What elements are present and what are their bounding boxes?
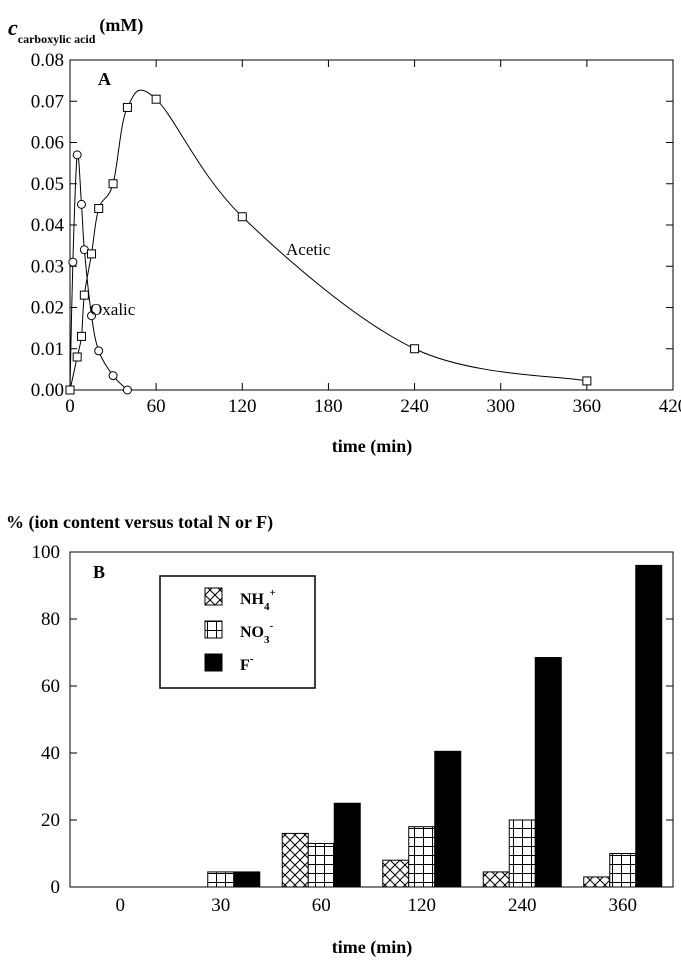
chart-b-bar-grid [307,842,335,888]
chart-a-x-tick-label: 420 [659,396,681,417]
chart-a-point-oxalic [72,150,82,160]
chart-a-markers [65,94,592,395]
chart-b-y-axis-title-text: % (ion content versus total N or F) [6,512,273,533]
chart-a-x-tick-label: 360 [573,396,602,417]
chart-b-legend-label: F- [240,653,254,674]
chart-a-y-tick-label: 0.07 [31,91,64,112]
chart-b-bar-crosshatch [382,859,410,888]
chart-a-y-axis-title: ccarboxylic acid(mM) [8,15,143,46]
chart-b-x-tick-label: 60 [312,895,331,916]
chart-a-y-tick-label: 0.06 [31,133,64,154]
chart-b-legend-swatch-solid [204,653,223,672]
chart-a-point-acetic [79,290,89,300]
chart-a-x-tick-label: 180 [314,396,343,417]
chart-a-plot-frame [69,59,674,391]
chart-b-x-axis: 0 30 60 120 240 360 [116,895,638,916]
chart-a-point-acetic [122,102,132,112]
chart-b-bar-grid [609,853,637,888]
chart-b-legend: NH4+ NO3- F- [159,575,316,689]
chart-a-y-tick-label: 0.04 [31,215,65,236]
chart-b-y-tick-label: 80 [41,609,60,630]
chart-b-legend-box [159,575,316,689]
chart-b-y-tick-label: 0 [51,877,61,898]
chart-b-x-axis-title: time (min) [332,937,412,958]
chart-b-panel-label: B [93,562,105,582]
chart-a-y-axis-unit: (mM) [99,15,143,36]
chart-a-y-axis: 0.00 0.01 0.02 0.03 0.04 0.05 0.06 0.07 0.08 [31,50,673,401]
chart-a-point-oxalic [108,371,118,381]
chart-a-series-label-oxalic: Oxalic [90,300,136,319]
chart-a-y-tick-label: 0.00 [31,380,64,401]
chart-a-y-axis-symbol: c [8,15,18,40]
chart-b-x-tick-label: 120 [408,895,437,916]
chart-a-point-acetic [410,344,420,354]
chart-b-y-tick-label: 60 [41,676,60,697]
chart-a-point-oxalic [76,199,86,209]
chart-b-y-tick-label: 100 [32,542,61,563]
chart-b-x-tick-label: 240 [508,895,537,916]
chart-a-x-axis: 0 60 120 180 240 300 360 420 [65,60,681,417]
chart-a-x-axis-title: time (min) [332,436,412,457]
chart-b-legend-swatch-grid [204,620,223,639]
chart-a-x-tick-label: 120 [228,396,257,417]
chart-a-point-acetic [237,212,247,222]
chart-a-point-acetic [582,376,592,386]
chart-a-x-tick-label: 0 [65,396,75,417]
chart-b-bar-crosshatch [482,871,510,888]
chart-a-point-acetic [94,204,104,213]
chart-b-x-tick-label: 0 [116,895,126,916]
chart-a-point-oxalic [87,311,97,321]
chart-b-bar-solid [333,802,361,888]
chart-a-series-label-acetic: Acetic [286,240,331,259]
chart-a-point-acetic [76,331,86,341]
chart-a-point-acetic [72,352,82,362]
chart-b-y-tick-label: 40 [41,743,60,764]
chart-b-bar-solid [534,657,562,888]
chart-a-point-acetic [108,179,118,189]
chart-b-y-axis-title: % (ion content versus total N or F) [6,512,273,533]
chart-b-bar-crosshatch [583,876,611,888]
chart-a-point-acetic [65,385,75,395]
chart-b-y-tick-label: 20 [41,810,60,831]
chart-a-x-tick-label: 240 [400,396,429,417]
chart-b-y-axis: 0 20 40 60 80 100 [32,542,673,898]
chart-b-bar-solid [233,871,261,888]
chart-a-y-axis-subscript: carboxylic acid [18,32,96,46]
chart-b-bar-solid [635,564,663,888]
chart-a-point-oxalic [122,385,132,395]
chart-b-plot-frame [69,551,674,888]
chart-a: 0.00 0.01 0.02 0.03 0.04 0.05 0.06 0.07 0.08 0 60… [8,15,681,457]
chart-a-y-tick-label: 0.03 [31,256,64,277]
chart-a-y-tick-label: 0.01 [31,339,64,360]
chart-a-y-tick-label: 0.05 [31,174,64,195]
chart-b-bar-grid [207,871,235,888]
chart-b: % (ion content versus total N or F) 0 20 4… [6,512,674,958]
chart-b-legend-swatch-crosshatch [204,587,223,606]
chart-a-x-tick-label: 300 [486,396,515,417]
chart-b-legend-label: NH4+ [240,587,276,613]
chart-a-point-oxalic [94,346,104,356]
chart-b-bar-solid [434,750,462,888]
chart-b-bar-grid [508,819,536,888]
chart-a-point-oxalic [68,257,78,267]
chart-b-bar-crosshatch [281,832,309,888]
chart-b-bar-grid [408,826,436,888]
chart-a-point-acetic [87,249,97,259]
chart-b-x-tick-label: 360 [609,895,638,916]
chart-a-y-tick-label: 0.02 [31,298,64,319]
chart-b-x-tick-label: 30 [211,895,230,916]
chart-a-y-tick-label: 0.08 [31,50,64,71]
chart-b-legend-label: NO3- [240,620,274,646]
chart-a-panel-label: A [98,69,111,89]
chart-a-point-acetic [151,94,161,104]
chart-a-x-tick-label: 60 [147,396,166,417]
chart-b-bars [207,564,663,888]
